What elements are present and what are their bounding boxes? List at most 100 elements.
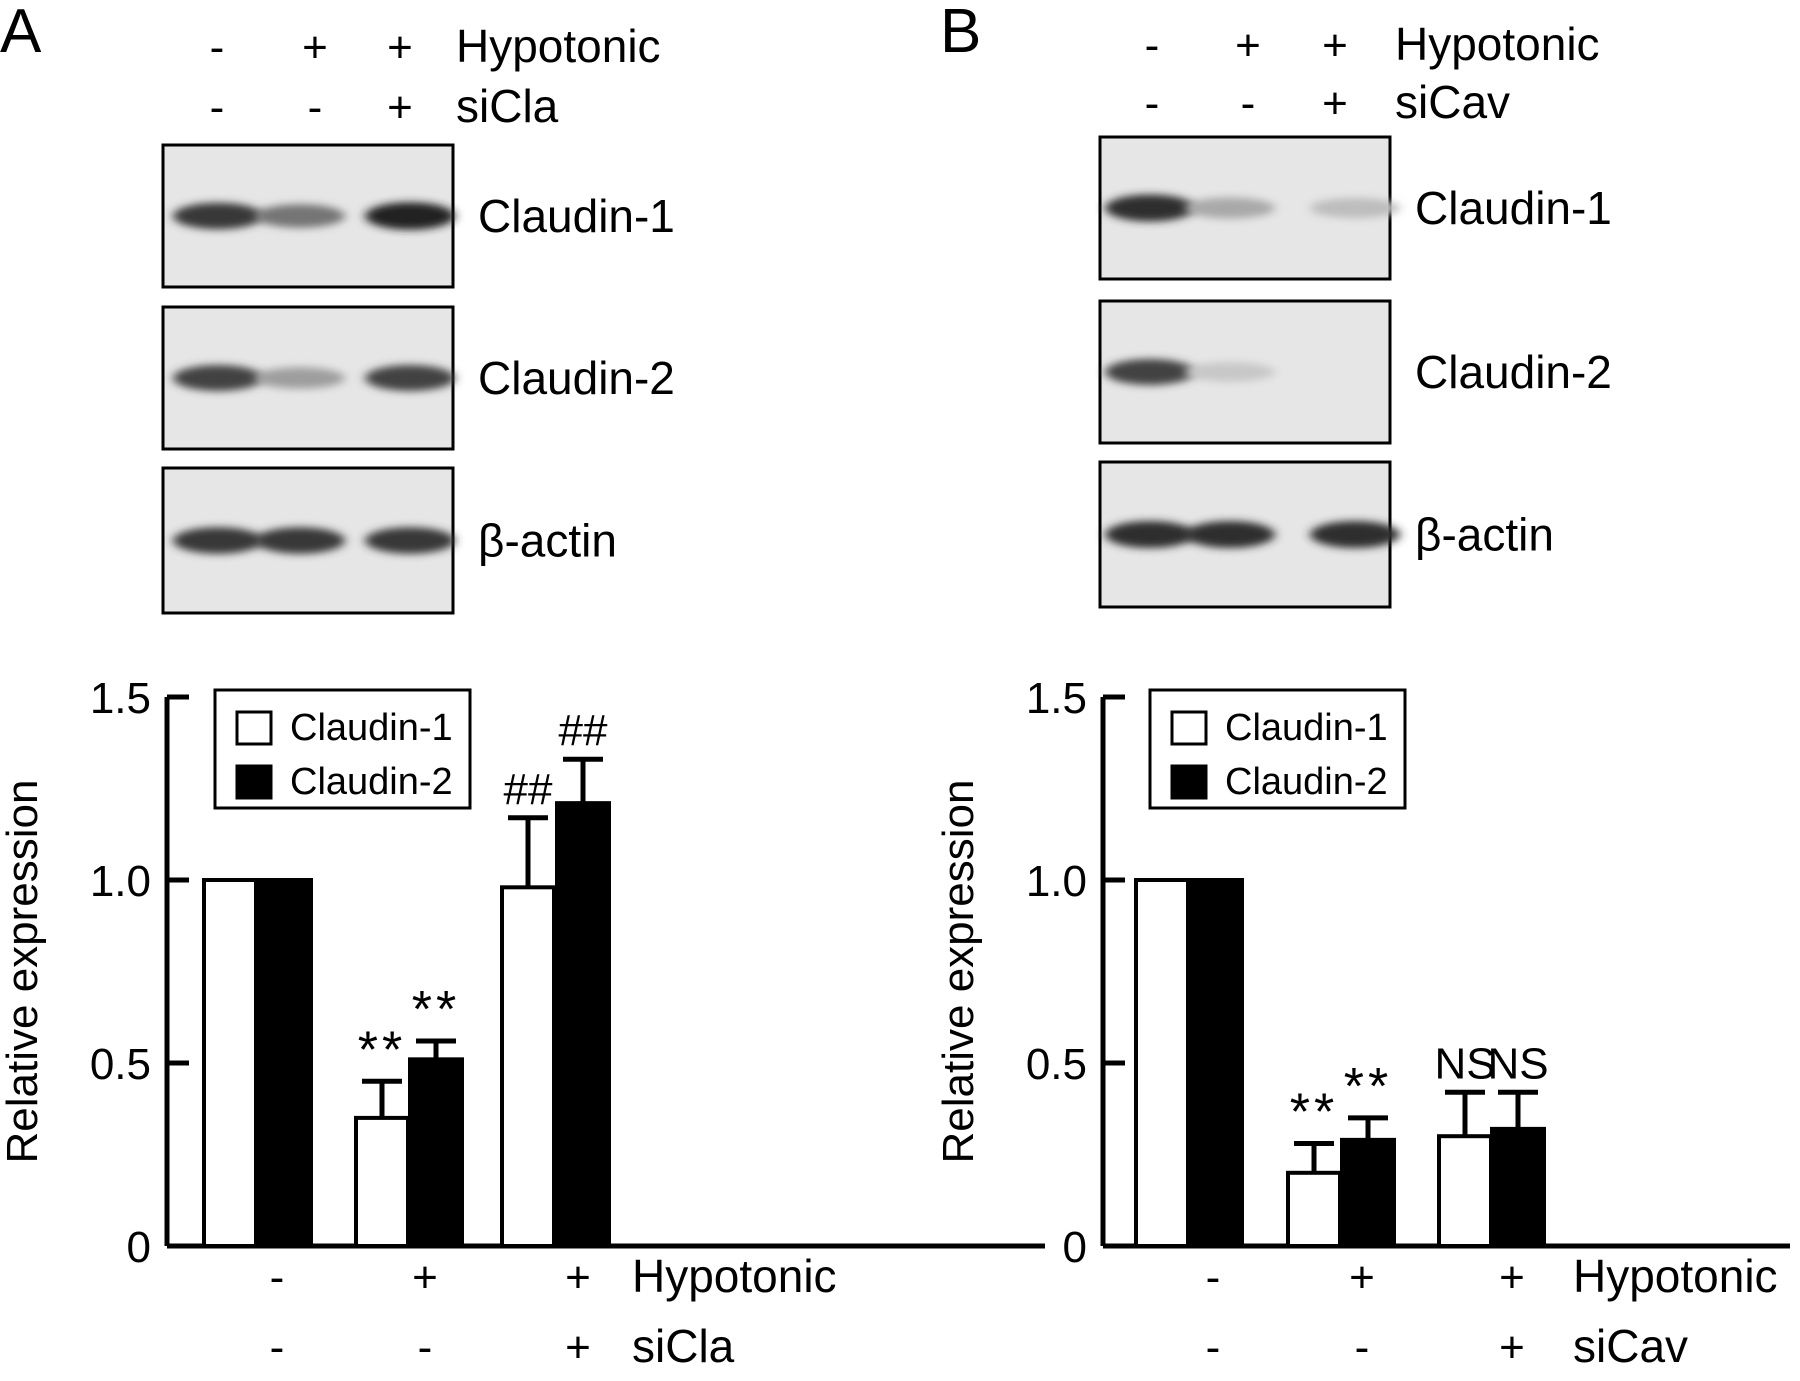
x-condition-sign: -: [1206, 1323, 1221, 1372]
significance-label: NS: [1487, 1039, 1548, 1088]
bar: [257, 878, 313, 1248]
y-tick-label: 0: [1063, 1223, 1087, 1272]
x-condition-sign: -: [1355, 1323, 1370, 1372]
blot-panel: [1098, 135, 1400, 281]
blot-panel: [1098, 460, 1400, 609]
condition-sign: +: [387, 23, 413, 72]
blot-label: β-actin: [478, 515, 617, 567]
blot-band: [255, 204, 345, 228]
blot-band: [365, 527, 455, 554]
condition-sign: +: [1322, 21, 1348, 70]
bar: [354, 1115, 410, 1249]
panel-a: A - + + Hypotonic - - + siCla Claudin-1 Claudin-2 β…: [0, 0, 1045, 1372]
significance-label: ##: [504, 765, 553, 814]
blot-band: [173, 527, 263, 554]
y-tick-label: 1.5: [90, 674, 151, 723]
bar: [1188, 878, 1244, 1248]
blot-band: [1185, 197, 1275, 219]
significance-label: **: [1290, 1084, 1338, 1142]
bar: [408, 1057, 464, 1248]
condition-sign: -: [210, 23, 225, 72]
y-tick-label: 0: [127, 1223, 151, 1272]
bar: [1490, 1126, 1546, 1249]
x-condition-label: siCav: [1573, 1320, 1688, 1372]
blot-label: Claudin-2: [478, 352, 675, 404]
x-condition-sign: +: [1349, 1253, 1375, 1302]
y-axis-label: Relative expression: [0, 780, 47, 1164]
blot-band: [173, 365, 263, 391]
legend-label: Claudin-1: [1225, 707, 1388, 749]
significance-label: **: [1344, 1058, 1392, 1116]
condition-sign: +: [1235, 21, 1261, 70]
panel-b: B - + + Hypotonic - - + siCav Claudin-1 Claudin-2 β…: [934, 0, 1790, 1372]
legend-frame: [213, 688, 472, 810]
blot-band: [365, 365, 455, 391]
legend-label: Claudin-1: [290, 707, 453, 749]
chart-legend: Claudin-1 Claudin-2: [213, 688, 472, 810]
condition-sign: -: [308, 83, 323, 132]
blot-band: [1105, 194, 1195, 222]
significance-label: ##: [559, 706, 608, 755]
blot-label: Claudin-2: [1415, 346, 1612, 398]
x-condition-sign: -: [418, 1323, 433, 1372]
blot-band: [1185, 362, 1275, 382]
y-tick-label: 0.5: [1026, 1040, 1087, 1089]
legend-swatch: [235, 710, 273, 746]
x-condition-label: Hypotonic: [632, 1250, 837, 1302]
x-condition-sign: +: [1499, 1323, 1525, 1372]
y-tick-label: 1.0: [90, 857, 151, 906]
blot-band: [255, 367, 345, 389]
x-condition-label: Hypotonic: [1573, 1250, 1778, 1302]
x-condition-sign: +: [565, 1253, 591, 1302]
significance-label: **: [412, 981, 460, 1039]
bar: [1286, 1170, 1342, 1249]
blot-band: [1185, 521, 1275, 548]
chart-legend: Claudin-1 Claudin-2: [1148, 688, 1407, 810]
bar-chart: 0 0.5 1.0 1.5 Relative expression ** NS ** NS Cla…: [934, 674, 1790, 1372]
x-condition-sign: +: [565, 1323, 591, 1372]
x-condition-sign: -: [270, 1253, 285, 1302]
bar: [500, 885, 556, 1248]
bar: [1134, 878, 1190, 1248]
blot-band: [1310, 198, 1400, 218]
y-axis-label: Relative expression: [934, 780, 983, 1164]
condition-sign: +: [302, 23, 328, 72]
condition-label: Hypotonic: [456, 20, 661, 72]
y-tick-label: 1.0: [1026, 857, 1087, 906]
y-tick-label: 0.5: [90, 1040, 151, 1089]
legend-label: Claudin-2: [1225, 761, 1388, 803]
condition-label: Hypotonic: [1395, 18, 1600, 70]
x-condition-sign: +: [412, 1253, 438, 1302]
legend-swatch: [1170, 764, 1208, 800]
condition-label: siCla: [456, 80, 559, 132]
blot-label: Claudin-1: [1415, 182, 1612, 234]
blot-band: [1105, 359, 1195, 385]
panel-letter: A: [0, 0, 42, 66]
blot-band: [1310, 521, 1400, 548]
blot-band: [1105, 521, 1195, 548]
blot-band: [255, 527, 345, 554]
legend-swatch: [1170, 710, 1208, 746]
y-tick-label: 1.5: [1026, 674, 1087, 723]
condition-sign: -: [1145, 79, 1160, 128]
x-condition-sign: +: [1499, 1253, 1525, 1302]
bar-chart: 0 0.5 1.0 1.5 Relative expression ** ## ** ## Cla…: [0, 674, 1045, 1372]
blot-panel: [161, 143, 455, 289]
legend-label: Claudin-2: [290, 761, 453, 803]
bar: [202, 878, 258, 1248]
significance-label: **: [358, 1021, 406, 1079]
condition-sign: +: [1322, 79, 1348, 128]
panel-letter: B: [940, 0, 981, 66]
x-condition-sign: -: [270, 1323, 285, 1372]
blot-label: β-actin: [1415, 509, 1554, 561]
x-condition-sign: -: [1206, 1253, 1221, 1302]
blot-panel: [161, 466, 455, 615]
condition-sign: -: [1241, 79, 1256, 128]
blot-panel: [1098, 299, 1392, 445]
significance-label: NS: [1434, 1039, 1495, 1088]
condition-sign: -: [210, 83, 225, 132]
condition-label: siCav: [1395, 76, 1510, 128]
blot-band: [173, 202, 263, 230]
condition-sign: -: [1145, 21, 1160, 70]
